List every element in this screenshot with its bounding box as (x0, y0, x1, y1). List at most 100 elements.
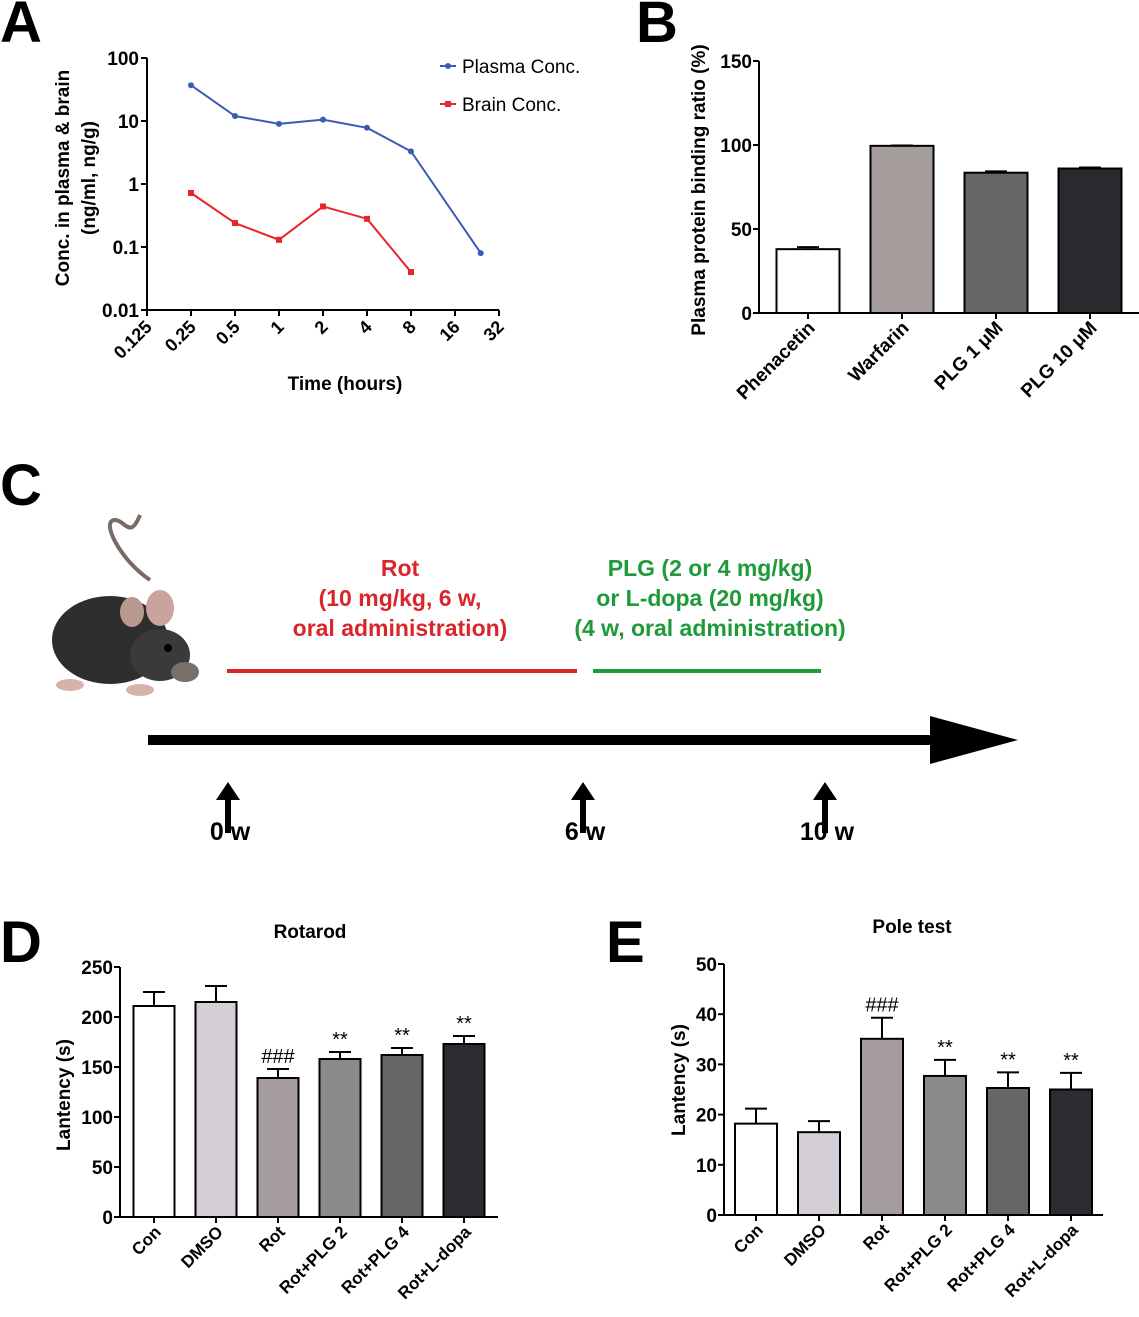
significance-annotation: ** (1063, 1050, 1079, 1072)
legend-label: Plasma Conc. (462, 57, 580, 78)
data-point (232, 220, 238, 227)
panel-label-e: E (606, 910, 645, 975)
rot-treatment-label: Rot (10 mg/kg, 6 w, oral administration) (293, 555, 508, 641)
data-point (364, 215, 370, 222)
significance-annotation: ** (937, 1037, 953, 1059)
data-point (188, 189, 194, 196)
timepoint-label: 0 w (210, 818, 251, 846)
up-arrow-icon (571, 782, 595, 800)
bar (318, 1058, 362, 1218)
significance-annotation: ** (456, 1013, 472, 1035)
y-tick-label: 20 (696, 1106, 717, 1127)
y-axis-title: Conc. in plasma & brain (53, 70, 74, 286)
data-point (320, 203, 326, 210)
x-tick-label: PLG 1 μM (931, 318, 1008, 395)
up-arrow-shaft (580, 795, 586, 833)
y-tick-label: 0.01 (102, 301, 139, 322)
bar (923, 1074, 967, 1217)
series-line-brain (190, 192, 412, 273)
data-point (276, 236, 282, 243)
up-arrow-icon (813, 782, 837, 800)
plg-text-line: PLG (2 or 4 mg/kg) (608, 555, 812, 581)
y-tick-label: 150 (81, 1058, 113, 1079)
panel-label-a: A (0, 0, 42, 55)
x-tick-label: 2 (311, 317, 332, 338)
legend-label: Brain Conc. (462, 95, 561, 116)
significance-annotation: ** (1000, 1049, 1016, 1071)
rot-text-line: oral administration) (293, 615, 508, 641)
significance-annotation: ** (332, 1029, 348, 1051)
series-line-plasma (190, 84, 482, 254)
y-tick-label: 0 (102, 1208, 113, 1229)
y-tick-label: 0.1 (113, 238, 140, 259)
y-tick-label: 100 (720, 136, 752, 157)
x-tick-label: 32 (480, 317, 508, 345)
y-tick-label: 50 (731, 220, 752, 241)
x-tick-label: Con (128, 1222, 165, 1259)
up-arrow-shaft (822, 795, 828, 833)
bar (1049, 1088, 1093, 1216)
up-arrow-shaft (225, 795, 231, 833)
y-axis-title: (ng/ml, ng/g) (79, 121, 100, 235)
y-tick-label: 1 (128, 175, 139, 196)
x-tick-label: DMSO (177, 1222, 226, 1271)
timepoint-label: 6 w (565, 818, 606, 846)
y-tick-label: 0 (741, 304, 752, 325)
y-tick-label: 100 (107, 49, 139, 70)
bar (132, 1005, 176, 1218)
y-axis-title: Plasma protein binding ratio (%) (689, 44, 710, 335)
bar (775, 248, 841, 315)
y-tick-label: 10 (118, 112, 139, 133)
data-point (477, 250, 484, 257)
bar (256, 1077, 300, 1218)
x-tick-label: Warfarin (845, 318, 914, 387)
y-tick-label: 0 (706, 1206, 717, 1227)
bar (380, 1054, 424, 1218)
y-axis-title: Lantency (s) (669, 1024, 690, 1136)
up-arrow-icon (216, 782, 240, 800)
x-tick-label: DMSO (780, 1220, 829, 1269)
timeline-diagram: Rot (10 mg/kg, 6 w, oral administration) P… (52, 514, 1018, 846)
legend-marker (445, 63, 451, 69)
x-tick-label: 1 (267, 317, 288, 338)
x-tick-label: 0.5 (212, 317, 244, 349)
x-tick-label: Phenacetin (733, 318, 820, 405)
rot-text-line: (10 mg/kg, 6 w, (319, 585, 482, 611)
x-tick-label: Rot (255, 1222, 289, 1256)
y-tick-label: 30 (696, 1055, 717, 1076)
y-tick-label: 150 (720, 52, 752, 73)
bar-chart-d: 0 50 100 150 200 250 Lantency (s) Rotarod Con DMS… (54, 922, 498, 1303)
x-tick-label: 4 (355, 317, 376, 338)
bar-chart-b: 0 50 100 150 Plasma protein binding ratio (%… (689, 44, 1139, 404)
mouse-image (52, 514, 199, 696)
significance-annotation: ### (865, 995, 899, 1017)
bar-chart-e: 0 10 20 30 40 50 Lantency (s) Pole test Con DMSO R… (669, 917, 1103, 1301)
significance-annotation: ** (394, 1025, 410, 1047)
plg-treatment-label: PLG (2 or 4 mg/kg) or L-dopa (20 mg/kg) (4… (574, 555, 845, 641)
x-tick-label: 0.25 (161, 317, 200, 356)
data-point (320, 116, 326, 123)
x-tick-label: 8 (399, 317, 420, 338)
data-point (276, 120, 282, 127)
x-tick-label: PLG 10 μM (1017, 318, 1101, 402)
plg-text-line: or L-dopa (20 mg/kg) (596, 585, 823, 611)
bar (860, 1037, 904, 1216)
data-point (232, 113, 238, 120)
y-tick-label: 100 (81, 1108, 113, 1129)
y-tick-label: 40 (696, 1005, 717, 1026)
timeline-axis (148, 735, 938, 745)
panel-label-c: C (0, 453, 42, 518)
bar (797, 1131, 841, 1217)
y-axis-title: Lantency (s) (54, 1039, 75, 1151)
bar (1057, 167, 1123, 314)
data-point (364, 124, 370, 131)
data-point (408, 269, 414, 276)
x-tick-label: Rot (859, 1220, 893, 1254)
significance-annotation: ### (261, 1046, 295, 1068)
y-tick-label: 250 (81, 958, 113, 979)
x-axis-title: Time (hours) (288, 374, 403, 395)
bar (442, 1043, 486, 1218)
y-tick-label: 50 (92, 1158, 113, 1179)
